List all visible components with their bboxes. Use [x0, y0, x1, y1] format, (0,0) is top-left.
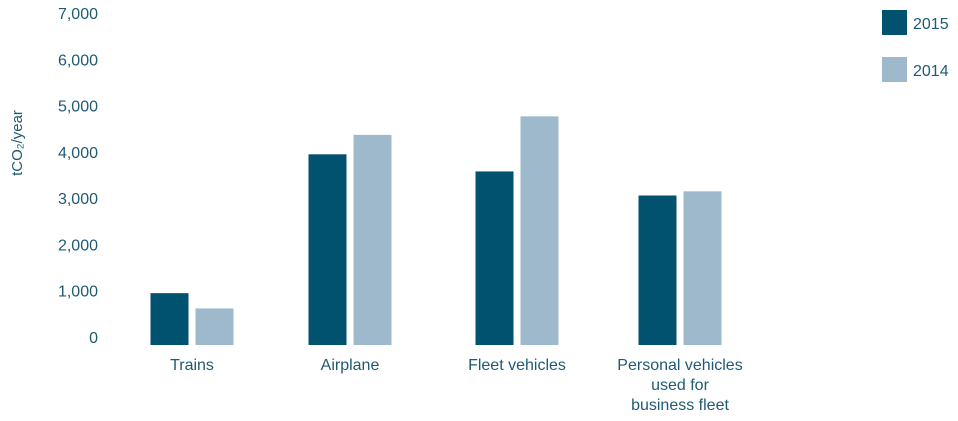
bar-2015-3 — [638, 195, 677, 345]
bar-2015-1 — [308, 154, 347, 345]
y-tick-label: 3,000 — [58, 191, 98, 208]
x-category-label: Personal vehicles — [617, 357, 742, 374]
y-tick-label: 2,000 — [58, 237, 98, 254]
y-tick-label: 4,000 — [58, 145, 98, 162]
bars — [150, 116, 722, 345]
bar-2014-1 — [353, 134, 392, 345]
x-category-label: Airplane — [321, 357, 380, 374]
bar-2015-0 — [150, 293, 189, 345]
x-category-label: Trains — [170, 357, 214, 374]
y-tick-label: 7,000 — [58, 6, 98, 23]
y-tick-label: 5,000 — [58, 99, 98, 116]
x-axis-categories: Trains Airplane Fleet vehicles Personal veh… — [170, 357, 743, 414]
legend-swatch-2014 — [882, 57, 907, 82]
bar-2014-3 — [683, 191, 722, 345]
legend-label-2015: 2015 — [913, 16, 949, 33]
bar-2014-2 — [520, 116, 559, 345]
bar-2015-2 — [475, 171, 514, 345]
x-category-label: used for — [651, 377, 709, 394]
legend-label-2014: 2014 — [913, 63, 949, 80]
legend-swatch-2015 — [882, 10, 907, 35]
y-tick-label: 0 — [89, 330, 98, 347]
y-tick-label: 1,000 — [58, 284, 98, 301]
y-axis: 7,000 6,000 5,000 4,000 3,000 2,000 1,000 0 — [58, 6, 98, 347]
x-category-label: Fleet vehicles — [468, 357, 566, 374]
bar-2014-0 — [195, 308, 234, 345]
y-axis-label: tCO₂/year — [9, 110, 26, 176]
legend: 2015 2014 — [882, 10, 949, 82]
x-category-label: business fleet — [631, 397, 729, 414]
y-tick-label: 6,000 — [58, 52, 98, 69]
